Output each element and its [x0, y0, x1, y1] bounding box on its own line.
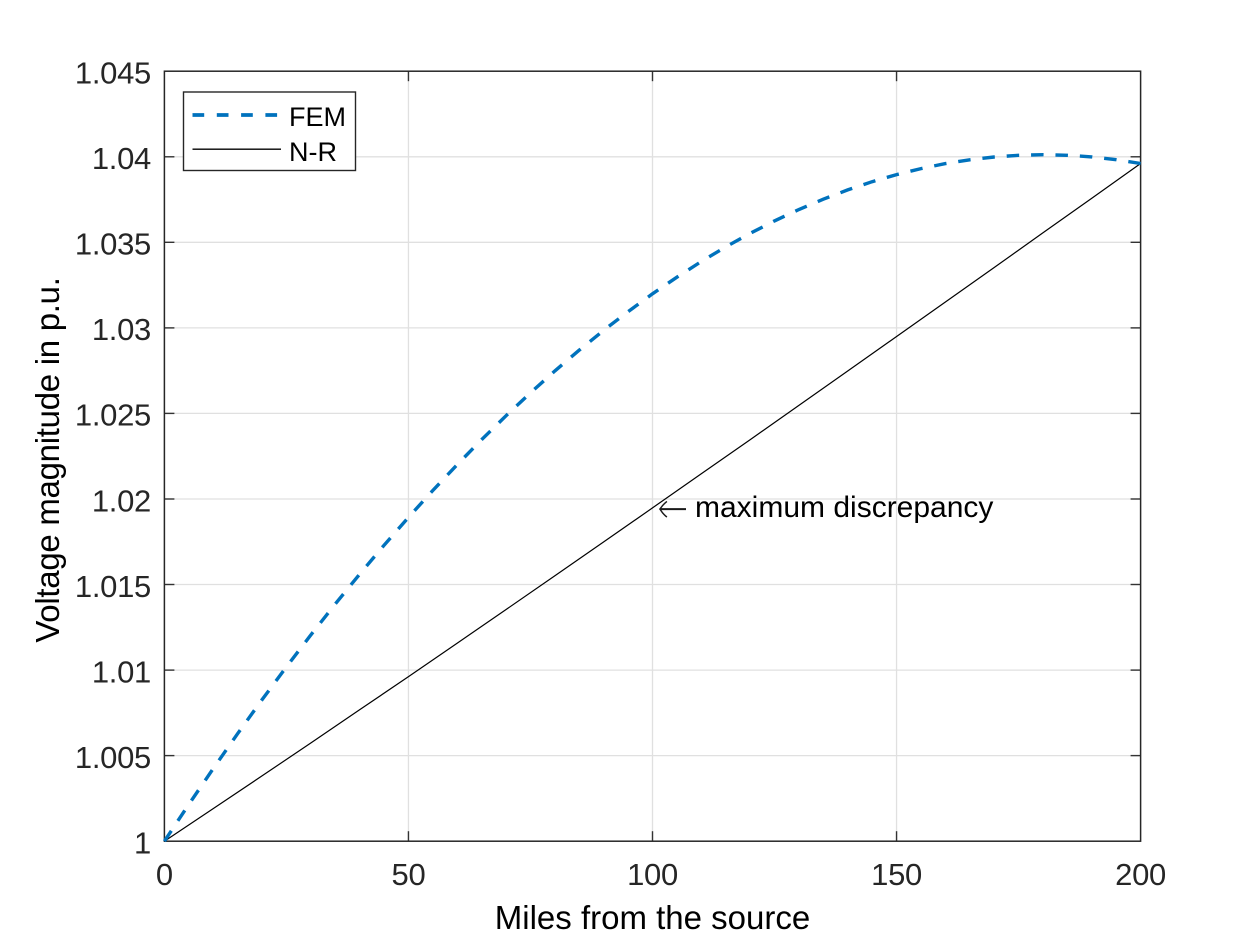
svg-text:1.005: 1.005 [75, 740, 151, 775]
svg-text:N-R: N-R [289, 137, 337, 167]
svg-text:FEM: FEM [289, 102, 346, 132]
svg-text:Miles from the source: Miles from the source [495, 899, 810, 936]
svg-text:1.02: 1.02 [92, 483, 151, 518]
svg-text:1.045: 1.045 [75, 56, 151, 91]
svg-text:maximum discrepancy: maximum discrepancy [695, 491, 993, 524]
svg-text:150: 150 [871, 857, 922, 892]
svg-text:1.01: 1.01 [92, 654, 151, 689]
svg-text:1.03: 1.03 [92, 312, 151, 347]
svg-text:Voltage magnitude in p.u.: Voltage magnitude in p.u. [29, 277, 66, 642]
svg-text:1.04: 1.04 [92, 141, 151, 176]
svg-text:1: 1 [134, 826, 151, 861]
svg-text:0: 0 [156, 857, 173, 892]
svg-text:1.035: 1.035 [75, 227, 151, 262]
svg-text:1.025: 1.025 [75, 398, 151, 433]
svg-text:50: 50 [392, 857, 426, 892]
svg-text:1.015: 1.015 [75, 569, 151, 604]
svg-text:200: 200 [1115, 857, 1166, 892]
svg-text:100: 100 [627, 857, 678, 892]
